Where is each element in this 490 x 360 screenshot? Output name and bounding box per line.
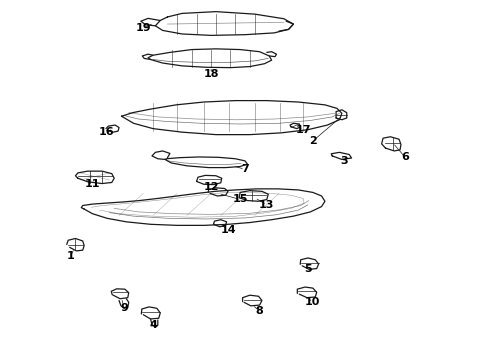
Text: 11: 11 — [85, 179, 100, 189]
Text: 5: 5 — [304, 264, 312, 274]
Text: 4: 4 — [149, 320, 157, 330]
Text: 12: 12 — [203, 182, 219, 192]
Text: 13: 13 — [259, 200, 274, 210]
Text: 3: 3 — [341, 156, 348, 166]
Text: 15: 15 — [232, 194, 248, 204]
Text: 19: 19 — [135, 23, 151, 33]
Text: 1: 1 — [67, 251, 74, 261]
Text: 8: 8 — [256, 306, 264, 316]
Text: 18: 18 — [203, 69, 219, 79]
Text: 10: 10 — [305, 297, 320, 307]
Text: 2: 2 — [309, 136, 317, 146]
Text: 16: 16 — [99, 127, 115, 137]
Text: 9: 9 — [120, 303, 128, 312]
Text: 6: 6 — [401, 152, 409, 162]
Text: 14: 14 — [220, 225, 236, 235]
Text: 7: 7 — [241, 165, 249, 174]
Text: 17: 17 — [295, 125, 311, 135]
